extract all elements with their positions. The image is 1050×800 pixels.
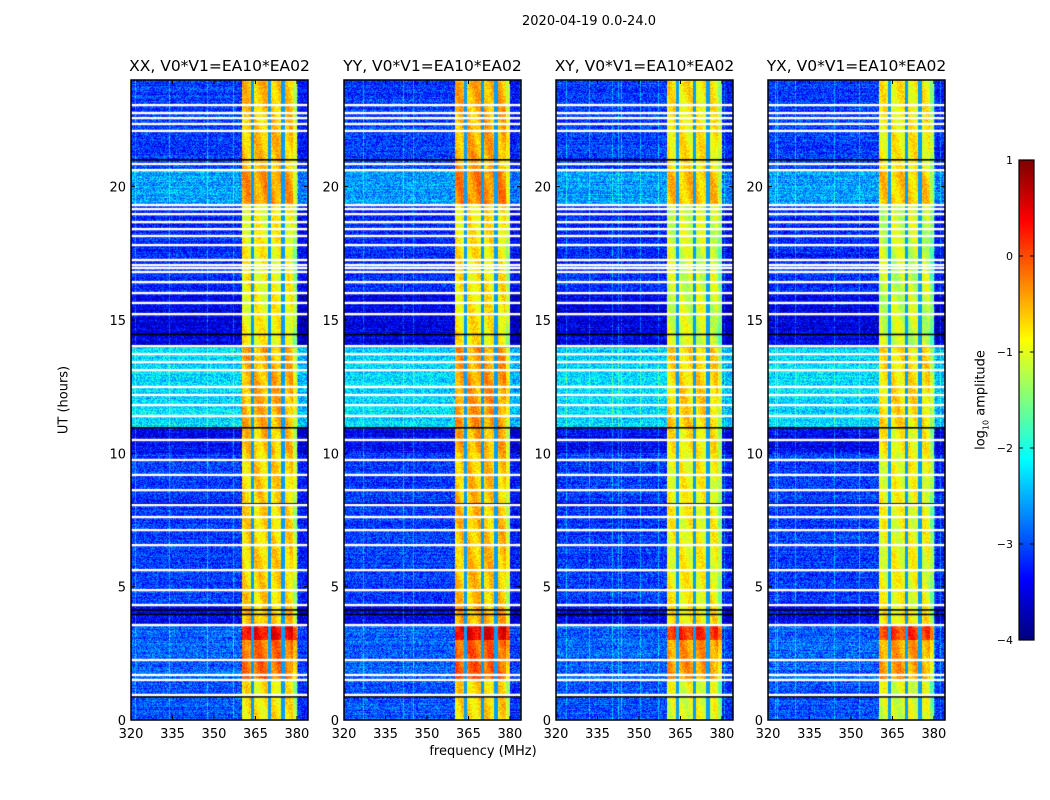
y-tick-label: 15 (322, 314, 339, 329)
panel-title: YY, V0*V1=EA10*EA02 (343, 57, 522, 75)
y-tick-label: 15 (109, 314, 126, 329)
y-axis-label: UT (hours) (56, 365, 72, 435)
y-tick-label: 10 (534, 447, 551, 462)
colorbar-axis: 1 0 −1 −2 −3 −4 (997, 154, 1035, 647)
x-tick-label: 320 (332, 727, 357, 742)
x-tick-label: 365 (456, 727, 481, 742)
y-tick-label: 10 (746, 447, 763, 462)
colorbar-gradient (1019, 160, 1034, 640)
x-tick-label: 350 (627, 727, 652, 742)
axes-frame (130, 79, 309, 721)
y-tick-label: 15 (746, 314, 763, 329)
heatmap-image (344, 80, 521, 720)
x-tick-label: 335 (373, 727, 398, 742)
x-tick-label: 320 (756, 727, 781, 742)
colorbar-tick-label: 0 (1006, 250, 1013, 263)
axes-frame (555, 79, 734, 721)
axes: 320 335 350 365 380 0 5 10 15 20 (109, 79, 309, 742)
x-axis-label: frequency (MHz) (429, 744, 537, 759)
y-tick-label: 20 (109, 181, 126, 196)
x-tick-label: 335 (585, 727, 610, 742)
x-tick-label: 350 (839, 727, 864, 742)
x-tick-label: 350 (202, 727, 227, 742)
colorbar: 1 0 −1 −2 −3 −4 (997, 154, 1035, 647)
x-tick-label: 380 (710, 727, 735, 742)
colorbar-tick-label: −1 (997, 346, 1013, 359)
axes: 320 335 350 365 380 0 5 10 15 20 (746, 79, 946, 742)
heatmap-image (131, 80, 308, 720)
panel-yy: YY, V0*V1=EA10*EA02 320 335 350 365 380 0 5 10 1… (322, 57, 522, 742)
colorbar-tick-label: −3 (997, 538, 1013, 551)
y-tick-label: 10 (322, 447, 339, 462)
x-tick-label: 335 (160, 727, 185, 742)
colorbar-label-sub: 10 (981, 419, 991, 431)
panel-title: XY, V0*V1=EA10*EA02 (554, 57, 735, 75)
y-tick-label: 0 (118, 714, 126, 729)
x-tick-label: 365 (668, 727, 693, 742)
y-tick-label: 0 (755, 714, 763, 729)
colorbar-label-suffix: amplitude (973, 350, 989, 420)
y-tick-label: 20 (746, 181, 763, 196)
colorbar-tick-label: −4 (997, 634, 1013, 647)
panel-title: XX, V0*V1=EA10*EA02 (129, 57, 310, 75)
y-tick-label: 10 (109, 447, 126, 462)
panel-xx: XX, V0*V1=EA10*EA02 320 335 350 365 380 0 5 10 1… (109, 57, 309, 742)
heatmap-image (768, 80, 945, 720)
axes-frame (767, 79, 946, 721)
heatmap-image (556, 80, 733, 720)
x-tick-label: 320 (119, 727, 144, 742)
y-tick-label: 0 (543, 714, 551, 729)
x-tick-label: 380 (285, 727, 310, 742)
y-tick-label: 20 (322, 181, 339, 196)
y-tick-label: 5 (755, 581, 763, 596)
axes: 320 335 350 365 380 0 5 10 15 20 (534, 79, 734, 742)
panel-title: YX, V0*V1=EA10*EA02 (766, 57, 947, 75)
x-tick-label: 320 (544, 727, 569, 742)
x-tick-label: 365 (880, 727, 905, 742)
y-tick-label: 20 (534, 181, 551, 196)
axes: 320 335 350 365 380 0 5 10 15 20 (322, 79, 522, 742)
colorbar-frame (1018, 159, 1035, 641)
panel-yx: YX, V0*V1=EA10*EA02 320 335 350 365 380 0 5 10 1… (746, 57, 946, 742)
x-tick-label: 365 (243, 727, 268, 742)
x-tick-label: 380 (498, 727, 523, 742)
x-tick-label: 350 (415, 727, 440, 742)
colorbar-label-log: log (973, 430, 989, 450)
colorbar-tick-label: −2 (997, 442, 1013, 455)
figure-suptitle: 2020-04-19 0.0-24.0 (522, 14, 656, 29)
panel-xy: XY, V0*V1=EA10*EA02 320 335 350 365 380 0 5 10 1… (534, 57, 734, 742)
y-tick-label: 5 (331, 581, 339, 596)
y-tick-label: 5 (543, 581, 551, 596)
axes-frame (343, 79, 522, 721)
x-tick-label: 335 (797, 727, 822, 742)
colorbar-label: log10 amplitude (974, 350, 991, 450)
y-tick-label: 5 (118, 581, 126, 596)
x-tick-label: 380 (922, 727, 947, 742)
y-tick-label: 0 (331, 714, 339, 729)
y-tick-label: 15 (534, 314, 551, 329)
colorbar-tick-label: 1 (1006, 154, 1013, 167)
